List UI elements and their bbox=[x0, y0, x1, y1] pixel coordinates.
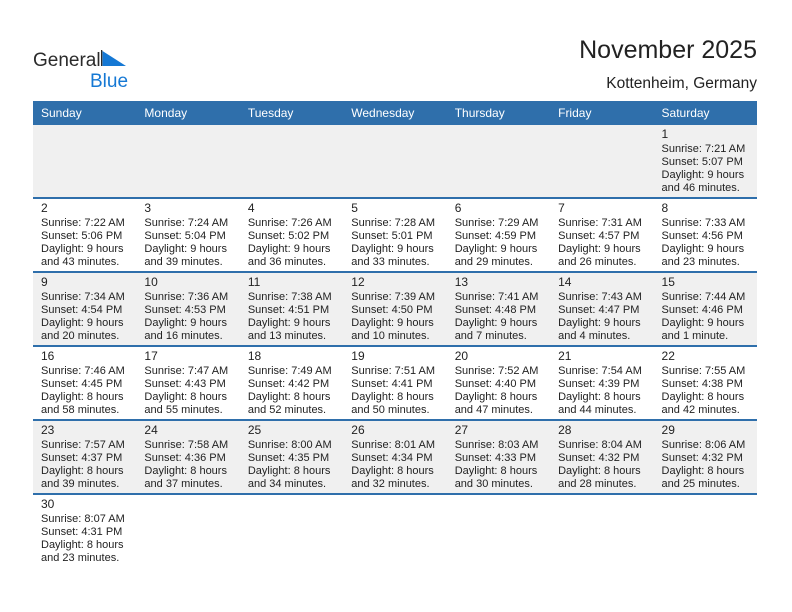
svg-text:General: General bbox=[33, 50, 101, 71]
svg-text:Blue: Blue bbox=[90, 71, 128, 92]
